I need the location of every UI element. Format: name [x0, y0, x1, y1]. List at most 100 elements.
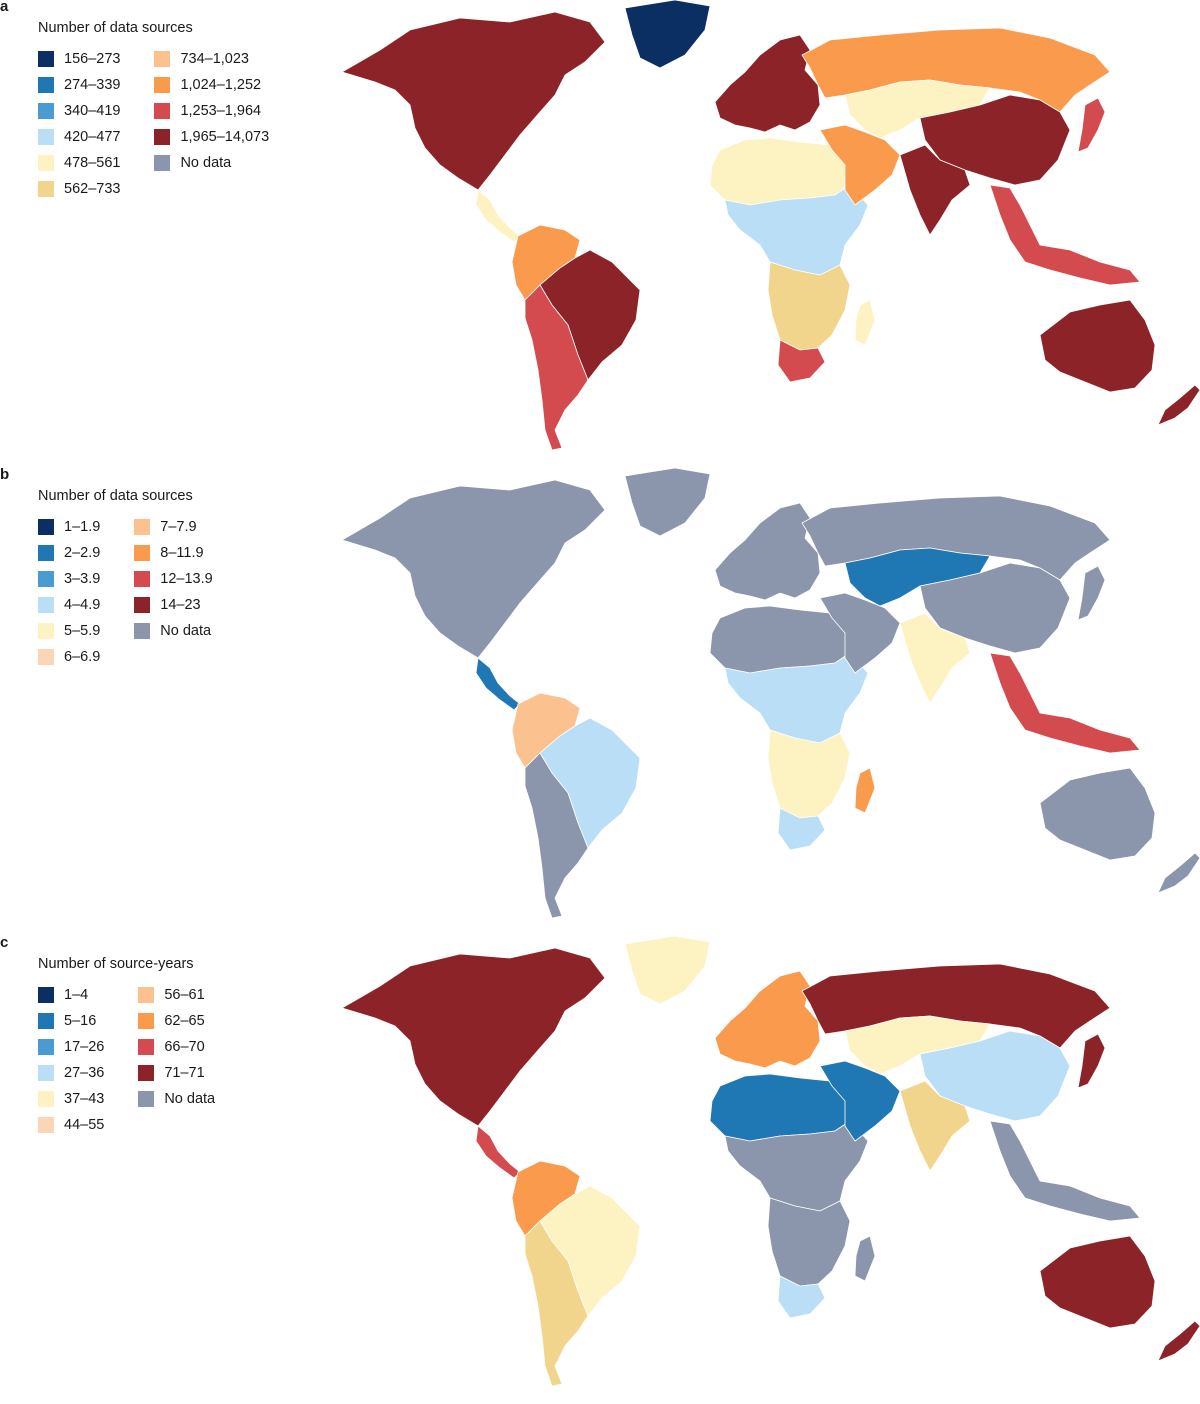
- world-map: [340, 468, 1200, 936]
- panel-letter: c: [0, 934, 9, 951]
- legend-item: 6–6.9: [38, 644, 100, 670]
- legend-swatch: [154, 103, 171, 119]
- legend-swatch: [154, 77, 171, 93]
- legend-label: 156–273: [64, 51, 121, 67]
- legend-swatch: [134, 545, 151, 561]
- region-south-america-south: [524, 752, 589, 919]
- region-north-america: [341, 11, 606, 191]
- legend-item: 27–36: [38, 1060, 104, 1086]
- world-map: [340, 0, 1200, 468]
- legend-swatch: [38, 51, 54, 67]
- legend-swatch: [134, 519, 151, 535]
- legend: Number of data sources 1–1.9 2–2.9 3–3.9 4–…: [38, 488, 338, 670]
- legend-label: No data: [164, 1091, 216, 1107]
- legend-swatch: [38, 545, 54, 561]
- region-japan: [1077, 1033, 1106, 1089]
- legend-item: 156–273: [38, 46, 120, 72]
- legend-swatch: [38, 129, 54, 145]
- legend-title: Number of source-years: [38, 956, 194, 972]
- region-new-zealand: [1157, 1320, 1200, 1362]
- legend-label: 17–26: [64, 1039, 105, 1055]
- legend-title: Number of data sources: [38, 488, 193, 504]
- legend-item: 1,965–14,073: [154, 124, 269, 150]
- legend-swatch: [38, 155, 54, 171]
- legend-label: 1,253–1,964: [180, 103, 262, 119]
- region-europe: [714, 502, 821, 601]
- region-australia: [1039, 1235, 1156, 1329]
- legend-items: 1–4 5–16 17–26 27–36 37–43 44–55 56–61 62–65 66–…: [38, 982, 338, 1138]
- legend-item: 5–5.9: [38, 618, 100, 644]
- region-japan: [1077, 565, 1106, 621]
- legend-label: No data: [180, 155, 232, 171]
- legend-item: 1,024–1,252: [154, 72, 269, 98]
- region-middle-east: [819, 124, 901, 206]
- legend-label: 62–65: [164, 1013, 205, 1029]
- region-middle-east: [819, 1060, 901, 1142]
- legend-item: 562–733: [38, 176, 120, 202]
- region-africa-middle: [724, 184, 869, 276]
- region-south-america-south: [524, 284, 589, 451]
- region-central-america: [475, 657, 521, 711]
- region-north-america: [341, 947, 606, 1127]
- legend-label: 420–477: [64, 129, 121, 145]
- legend-swatch: [38, 519, 54, 535]
- region-south-africa: [777, 339, 826, 383]
- region-africa-south: [767, 261, 851, 351]
- legend-swatch: [38, 597, 54, 613]
- world-map-svg: [341, 936, 1200, 1387]
- region-new-zealand: [1157, 852, 1200, 894]
- legend: Number of source-years 1–4 5–16 17–26 27–36…: [38, 956, 338, 1138]
- legend-label: 12–13.9: [160, 571, 213, 587]
- legend-item: 71–71: [138, 1060, 215, 1086]
- legend-label: 1,965–14,073: [180, 129, 270, 145]
- world-map-svg: [341, 468, 1200, 919]
- region-india: [899, 1080, 971, 1172]
- legend-label: 37–43: [64, 1091, 105, 1107]
- legend-item: 44–55: [38, 1112, 104, 1138]
- legend-label: 6–6.9: [64, 649, 101, 665]
- legend-column: 56–61 62–65 66–70 71–71 No data: [138, 982, 215, 1138]
- region-australia: [1039, 767, 1156, 861]
- map-panel-b: b Number of data sources 1–1.9 2–2.9 3–3.9…: [0, 466, 1200, 936]
- region-greenland: [624, 468, 711, 537]
- legend-label: 4–4.9: [64, 597, 101, 613]
- region-greenland: [624, 936, 711, 1005]
- region-north-america: [341, 479, 606, 659]
- legend-swatch: [138, 987, 155, 1003]
- legend-label: 27–36: [64, 1065, 105, 1081]
- region-africa-north: [709, 605, 851, 674]
- legend-label: 1,024–1,252: [180, 77, 262, 93]
- map-panel-a: a Number of data sources 156–273 274–339 3…: [0, 0, 1200, 468]
- panel-letter: b: [0, 466, 10, 483]
- legend-swatch: [38, 181, 54, 197]
- legend-label: 478–561: [64, 155, 121, 171]
- legend-label: 71–71: [164, 1065, 205, 1081]
- region-africa-middle: [724, 1120, 869, 1212]
- legend-items: 1–1.9 2–2.9 3–3.9 4–4.9 5–5.9 6–6.9 7–7.9 8–11.…: [38, 514, 338, 670]
- legend-swatch: [38, 1013, 54, 1029]
- legend-item: 66–70: [138, 1034, 215, 1060]
- legend-item: 17–26: [38, 1034, 104, 1060]
- region-europe: [714, 34, 821, 133]
- region-new-zealand: [1157, 384, 1200, 426]
- legend-swatch: [154, 155, 171, 171]
- map-panel-c: c Number of source-years 1–4 5–16 17–26 27–…: [0, 934, 1200, 1404]
- region-africa-north: [709, 137, 851, 206]
- legend-label: No data: [160, 623, 212, 639]
- legend-swatch: [138, 1091, 155, 1107]
- region-australia: [1039, 299, 1156, 393]
- legend-swatch: [38, 571, 54, 587]
- legend-item: 7–7.9: [134, 514, 212, 540]
- region-se-asia: [989, 652, 1141, 754]
- region-madagascar: [854, 299, 876, 346]
- legend-column: 1–1.9 2–2.9 3–3.9 4–4.9 5–5.9 6–6.9: [38, 514, 100, 670]
- region-central-america: [475, 1125, 521, 1179]
- legend-swatch: [134, 623, 151, 639]
- legend-swatch: [38, 649, 54, 665]
- legend-item: 3–3.9: [38, 566, 100, 592]
- region-madagascar: [854, 1235, 876, 1282]
- legend-item: 12–13.9: [134, 566, 213, 592]
- legend-column: 156–273 274–339 340–419 420–477 478–561 562–7…: [38, 46, 120, 202]
- legend-swatch: [38, 77, 54, 93]
- legend-swatch: [38, 1065, 54, 1081]
